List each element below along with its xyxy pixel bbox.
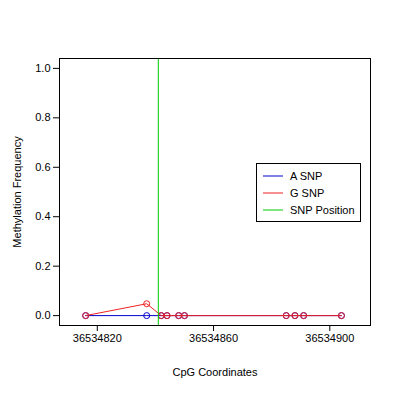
svg-text:36534900: 36534900	[305, 332, 354, 344]
svg-text:36534820: 36534820	[73, 332, 122, 344]
html-text:SNP Position: SNP Position	[290, 203, 355, 216]
html-text:G SNP: G SNP	[290, 186, 325, 199]
svg-text:1.0: 1.0	[35, 62, 50, 74]
html-text:A SNP: A SNP	[290, 169, 323, 182]
svg-text:0.6: 0.6	[35, 161, 50, 173]
svg-text:36534860: 36534860	[189, 332, 238, 344]
svg-text:0.4: 0.4	[35, 210, 50, 222]
svg-text:0.0: 0.0	[35, 309, 50, 321]
svg-text:0.8: 0.8	[35, 111, 50, 123]
svg-text:Methylation Frequency: Methylation Frequency	[11, 136, 23, 248]
svg-text:CpG Coordinates: CpG Coordinates	[173, 366, 258, 378]
svg-text:0.2: 0.2	[35, 260, 50, 272]
